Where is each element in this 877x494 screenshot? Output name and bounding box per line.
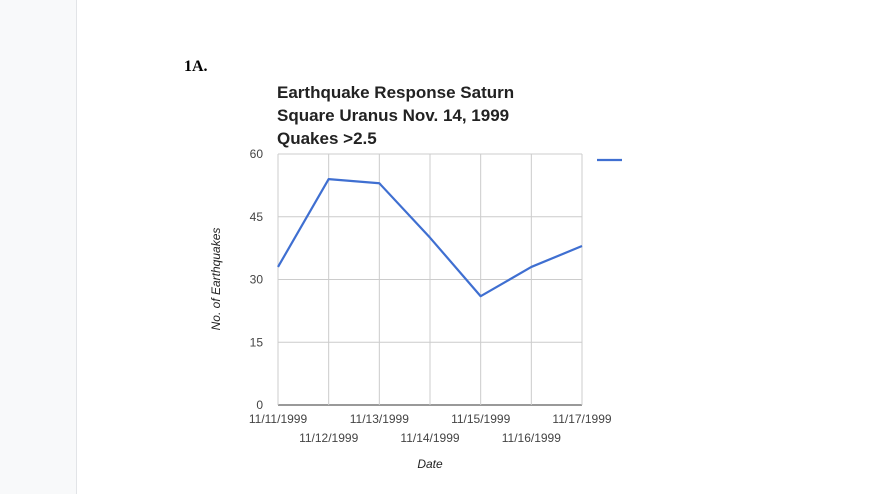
y-tick-label: 45 [250,210,264,224]
x-axis-title: Date [417,457,443,471]
series-line [277,178,583,298]
y-tick-label: 0 [256,398,263,412]
chart-grid [277,153,583,406]
y-axis-title: No. of Earthquakes [209,228,223,331]
x-tick-label: 11/17/1999 [552,412,611,426]
x-tick-label: 11/11/1999 [249,412,308,426]
y-tick-label: 60 [250,147,264,161]
chart-series [277,178,583,298]
x-tick-label: 11/14/1999 [400,431,459,445]
chart-title: Earthquake Response Saturn Square Uranus… [277,83,515,148]
x-tick-label: 11/13/1999 [350,412,409,426]
y-axis-ticks: 0 15 30 45 60 [250,147,264,412]
x-tick-label: 11/12/1999 [299,431,358,445]
section-label: 1A. [184,58,208,75]
y-tick-label: 30 [250,273,264,287]
page-gutter [0,0,77,494]
x-tick-label: 11/15/1999 [451,412,510,426]
x-tick-label: 11/16/1999 [502,431,561,445]
y-tick-label: 15 [250,335,264,349]
x-axis-ticks: 11/11/1999 11/12/1999 11/13/1999 11/14/1999… [249,412,612,445]
